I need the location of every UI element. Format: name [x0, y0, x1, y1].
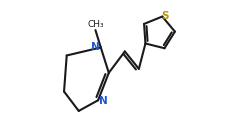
- Text: S: S: [161, 11, 168, 21]
- Text: N: N: [91, 42, 100, 52]
- Text: N: N: [99, 96, 107, 106]
- Text: CH₃: CH₃: [87, 20, 104, 29]
